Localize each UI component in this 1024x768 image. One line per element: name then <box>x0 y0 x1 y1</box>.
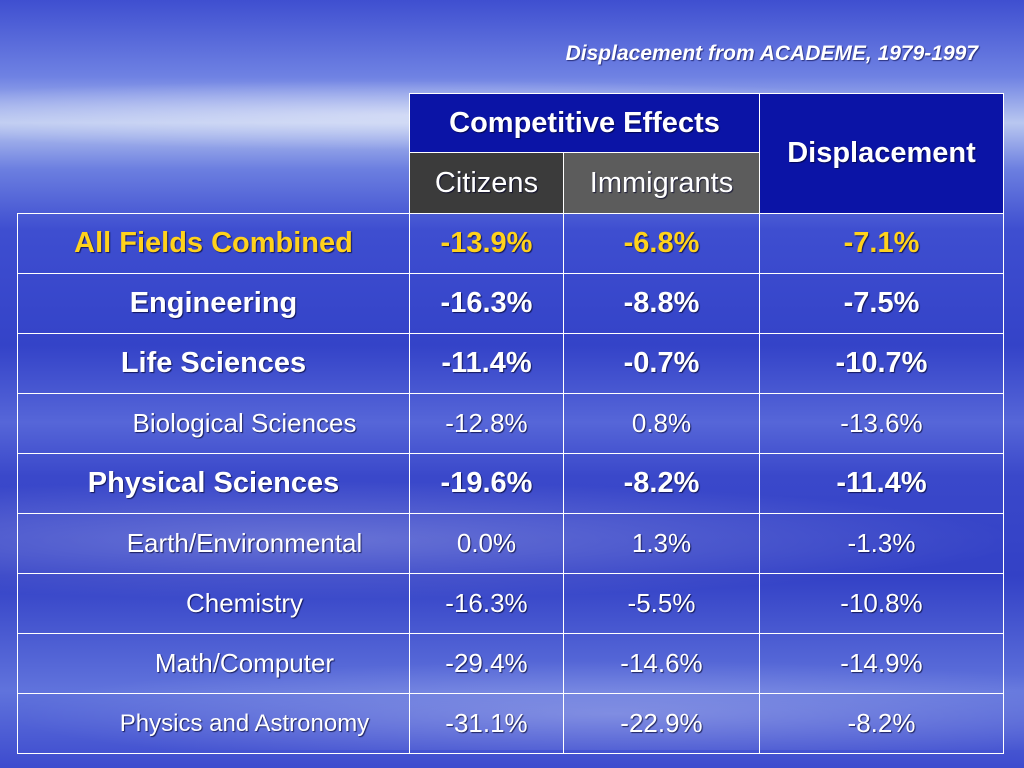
citizens-value: -16.3% <box>409 573 564 634</box>
displacement-value: -13.6% <box>759 393 1004 454</box>
table-row: Chemistry -16.3% -5.5% -10.8% <box>17 573 1004 634</box>
header-immigrants: Immigrants <box>563 152 760 214</box>
table-row: Math/Computer -29.4% -14.6% -14.9% <box>17 633 1004 694</box>
immigrants-value: -14.6% <box>563 633 760 694</box>
row-label: Physics and Astronomy <box>17 693 410 754</box>
header-competitive-effects: Competitive Effects <box>409 93 760 153</box>
displacement-value: -10.7% <box>759 333 1004 394</box>
displacement-value: -7.5% <box>759 273 1004 334</box>
immigrants-value: -5.5% <box>563 573 760 634</box>
table-row: Biological Sciences -12.8% 0.8% -13.6% <box>17 393 1004 454</box>
immigrants-value: 0.8% <box>563 393 760 454</box>
header-blank-cell <box>18 153 410 214</box>
citizens-value: -31.1% <box>409 693 564 754</box>
row-label: Chemistry <box>17 573 410 634</box>
displacement-value: -7.1% <box>759 213 1004 274</box>
displacement-value: -1.3% <box>759 513 1004 574</box>
header-displacement: Displacement <box>759 93 1004 214</box>
row-label: Earth/Environmental <box>17 513 410 574</box>
citizens-value: -13.9% <box>409 213 564 274</box>
displacement-value: -11.4% <box>759 453 1004 514</box>
displacement-value: -8.2% <box>759 693 1004 754</box>
displacement-value: -10.8% <box>759 573 1004 634</box>
table-row: Physics and Astronomy -31.1% -22.9% -8.2% <box>17 693 1004 754</box>
header-citizens: Citizens <box>409 152 564 214</box>
slide-title: Displacement from ACADEME, 1979-1997 <box>565 42 978 65</box>
row-label: Biological Sciences <box>17 393 410 454</box>
immigrants-value: 1.3% <box>563 513 760 574</box>
citizens-value: -29.4% <box>409 633 564 694</box>
citizens-value: -19.6% <box>409 453 564 514</box>
data-table: Competitive Effects Displacement Citizen… <box>17 93 1004 754</box>
row-label: Life Sciences <box>17 333 410 394</box>
header-row-sub: Citizens Immigrants <box>18 152 1004 214</box>
citizens-value: -12.8% <box>409 393 564 454</box>
citizens-value: 0.0% <box>409 513 564 574</box>
row-label: Math/Computer <box>17 633 410 694</box>
citizens-value: -11.4% <box>409 333 564 394</box>
row-label: Engineering <box>17 273 410 334</box>
immigrants-value: -8.2% <box>563 453 760 514</box>
table-row: Physical Sciences -19.6% -8.2% -11.4% <box>17 453 1004 514</box>
immigrants-value: -6.8% <box>563 213 760 274</box>
table-row: Earth/Environmental 0.0% 1.3% -1.3% <box>17 513 1004 574</box>
row-label: All Fields Combined <box>17 213 410 274</box>
table-row: All Fields Combined -13.9% -6.8% -7.1% <box>17 213 1004 274</box>
table-row: Engineering -16.3% -8.8% -7.5% <box>17 273 1004 334</box>
immigrants-value: -0.7% <box>563 333 760 394</box>
row-label: Physical Sciences <box>17 453 410 514</box>
citizens-value: -16.3% <box>409 273 564 334</box>
header-blank-cell <box>18 94 410 153</box>
table-row: Life Sciences -11.4% -0.7% -10.7% <box>17 333 1004 394</box>
immigrants-value: -8.8% <box>563 273 760 334</box>
header-row-top: Competitive Effects Displacement <box>18 93 1004 214</box>
displacement-value: -14.9% <box>759 633 1004 694</box>
immigrants-value: -22.9% <box>563 693 760 754</box>
